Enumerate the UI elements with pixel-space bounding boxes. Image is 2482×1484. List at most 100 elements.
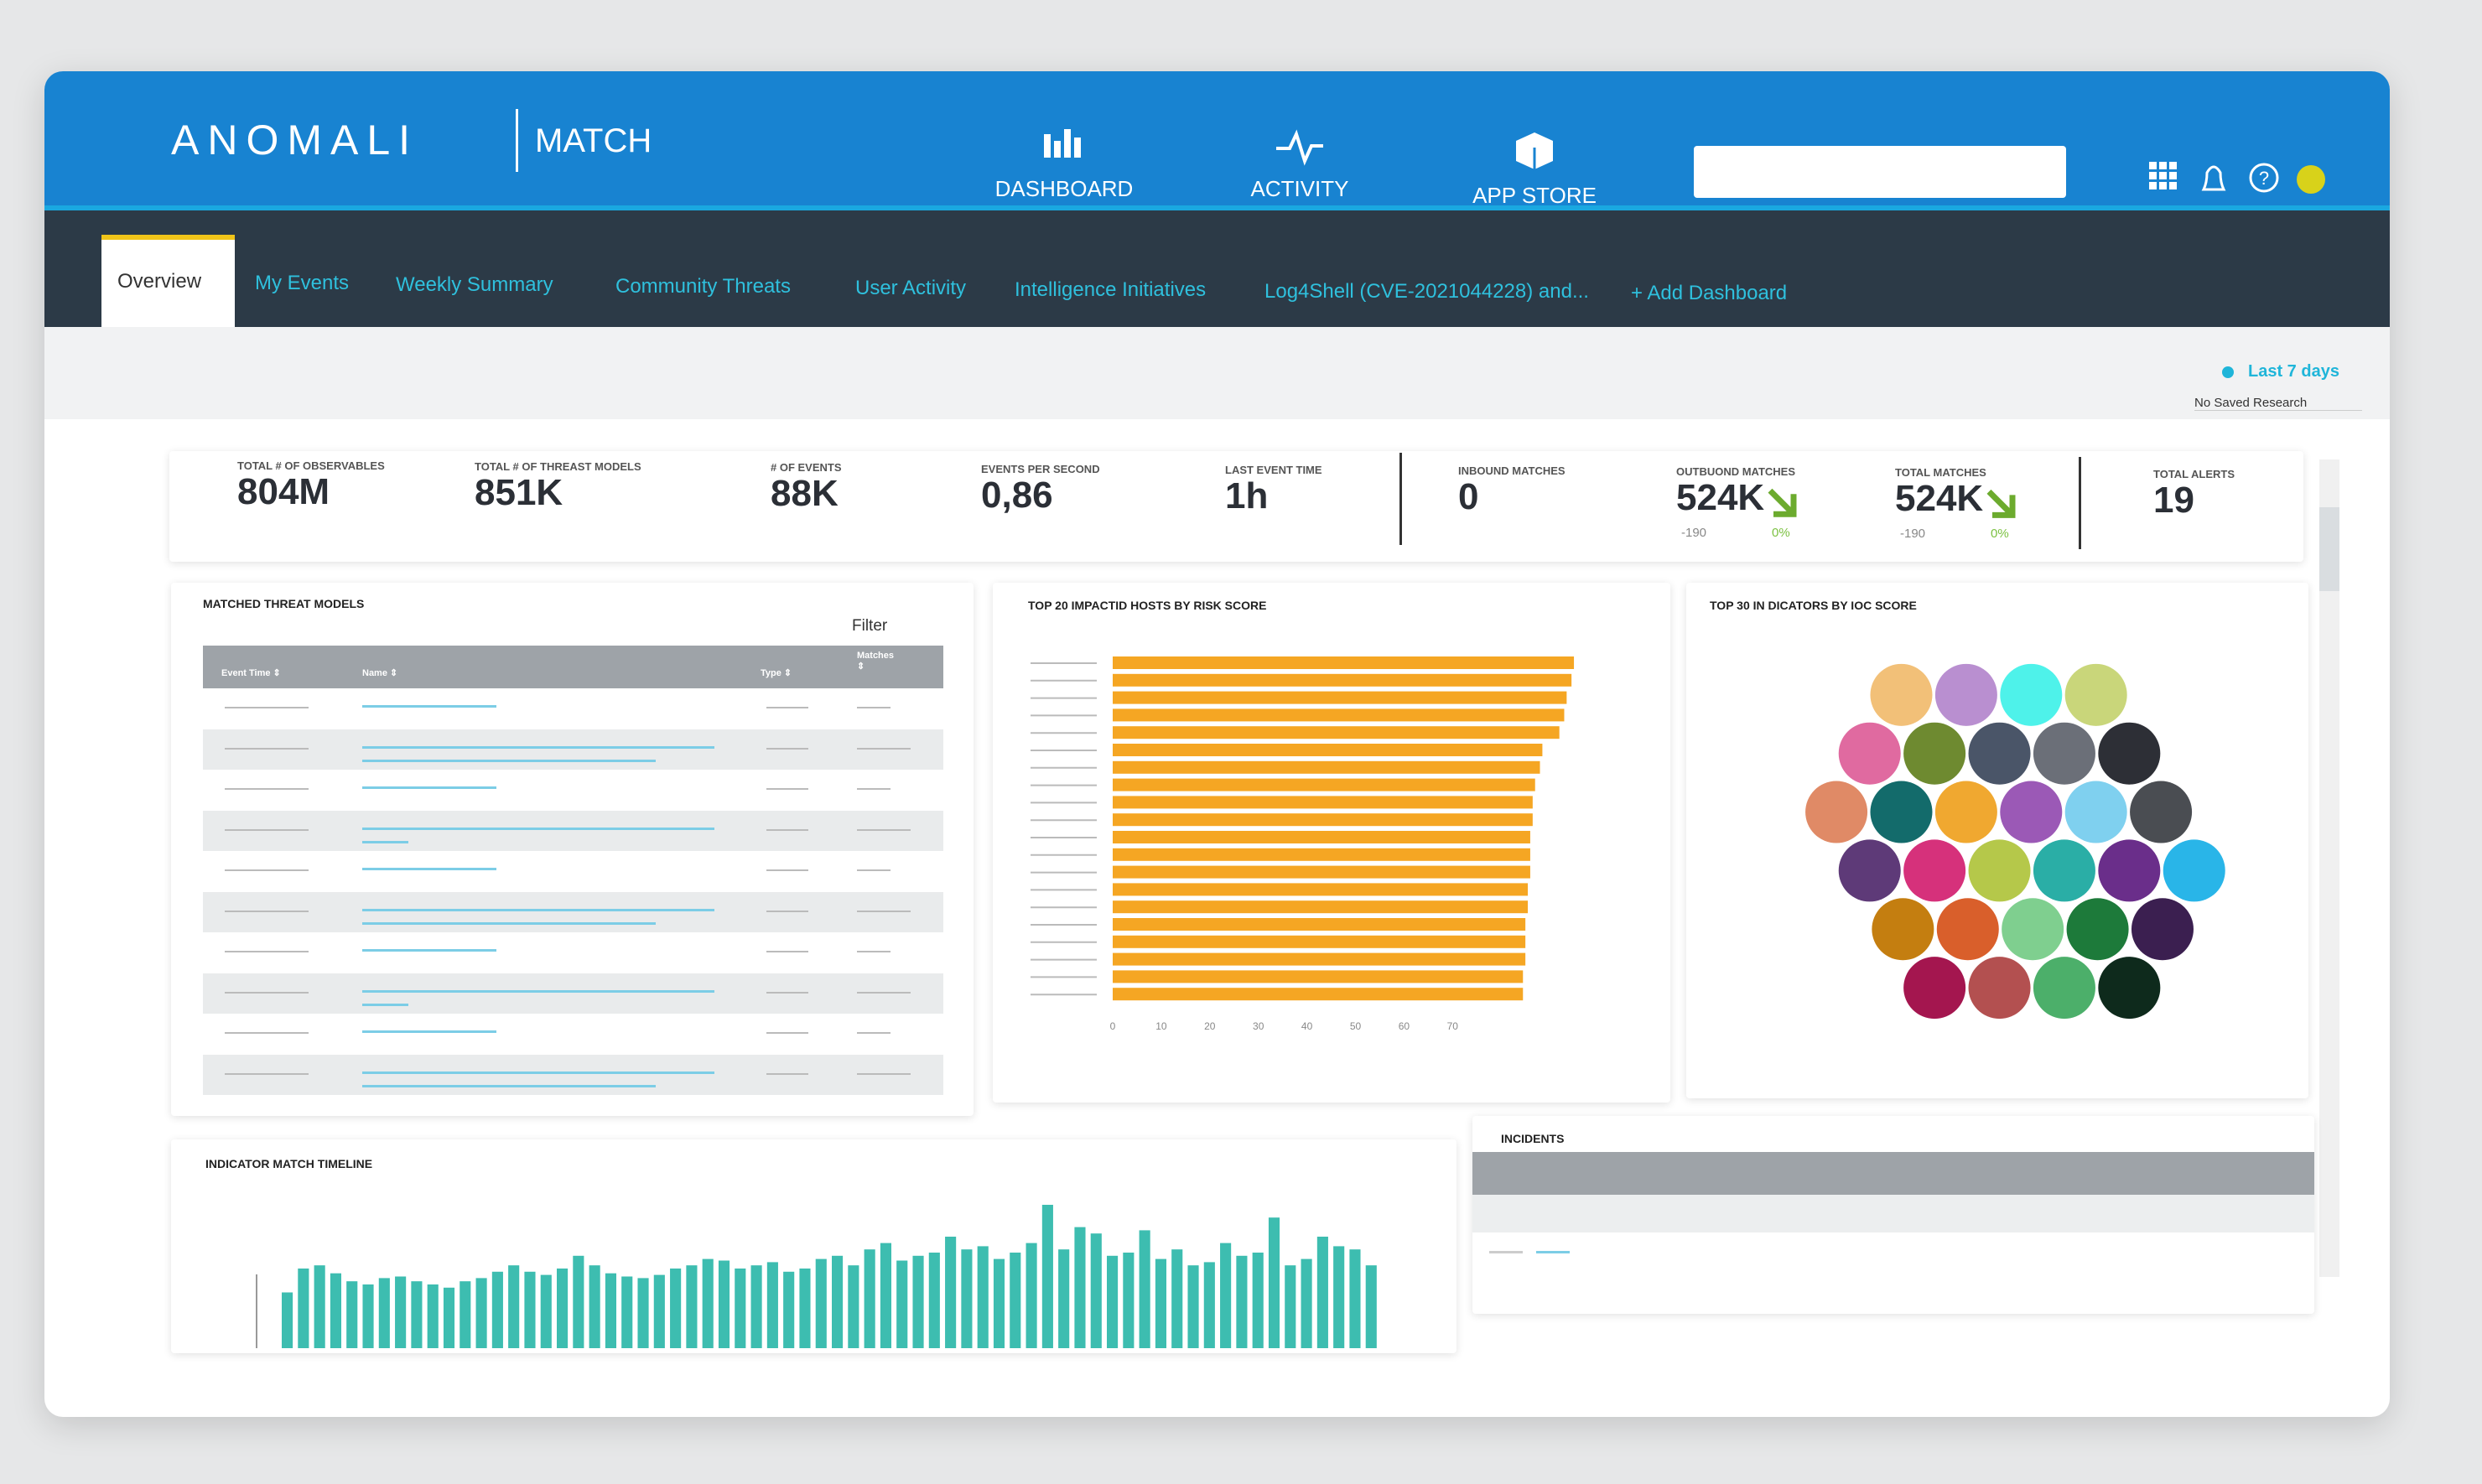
placeholder [225, 991, 309, 994]
placeholder [225, 910, 309, 912]
bar [605, 1273, 617, 1348]
indicator-bubble [2033, 839, 2095, 902]
indicator-bubble [1903, 957, 1966, 1020]
kpi-value: 0,86 [981, 474, 1053, 516]
panel-title: MATCHED THREAT MODELS [203, 597, 365, 610]
kpi-label: LAST EVENT TIME [1225, 463, 1322, 476]
tab[interactable]: Intelligence Initiatives [1015, 278, 1207, 301]
placeholder [857, 707, 891, 708]
bar [783, 1271, 795, 1348]
bar [1203, 1262, 1215, 1348]
placeholder [362, 868, 496, 870]
tab[interactable]: My Events [255, 272, 350, 294]
tab[interactable]: + Add Dashboard [1631, 282, 1788, 304]
indicator-bubble [2098, 722, 2161, 785]
bar [653, 1274, 665, 1348]
indicator-bubble [1870, 663, 1933, 726]
placeholder [225, 869, 309, 871]
placeholder [857, 869, 891, 871]
x-tick-label: 0 [1110, 1020, 1116, 1032]
table-header [203, 646, 943, 688]
bar [735, 1269, 746, 1348]
indicator-bubble [1968, 957, 2031, 1020]
indicator-bubble [2098, 839, 2161, 902]
indicator-bubble [1968, 839, 2031, 902]
bar [864, 1249, 875, 1348]
tab[interactable]: Log4Shell (CVE-2021044228) and... [1264, 280, 1589, 303]
bar [799, 1269, 811, 1348]
bar [1090, 1233, 1102, 1348]
kpi-label: EVENTS PER SECOND [981, 462, 1100, 475]
placeholder [766, 991, 808, 994]
bar [1349, 1249, 1361, 1348]
placeholder [857, 828, 911, 831]
date-range[interactable]: Last 7 days [2248, 362, 2339, 381]
bar [1113, 935, 1526, 948]
placeholder [362, 705, 496, 708]
kpi-change: 0% [1991, 527, 2009, 542]
bar [1316, 1237, 1328, 1348]
kpi-label: OUTBUOND MATCHES [1676, 465, 1796, 479]
bar [1113, 865, 1530, 879]
kpi-value: 804M [237, 471, 330, 512]
tab[interactable]: User Activity [855, 277, 967, 299]
kpi-label: TOTAL ALERTS [2153, 467, 2235, 480]
bar [1113, 848, 1530, 861]
bar [1268, 1217, 1280, 1348]
bar [1113, 691, 1567, 704]
placeholder [766, 747, 808, 750]
bar [750, 1265, 762, 1348]
placeholder [857, 747, 911, 750]
nav-item[interactable]: APP STORE [1472, 183, 1597, 208]
placeholder [766, 828, 808, 831]
incidents-row [1472, 1195, 2314, 1232]
scrollbar[interactable] [2319, 459, 2339, 1277]
tab[interactable]: Community Threats [615, 275, 791, 298]
nav-item[interactable]: ACTIVITY [1250, 176, 1349, 201]
scroll-thumb[interactable] [2319, 507, 2339, 591]
placeholder [362, 908, 714, 911]
saved-research[interactable]: No Saved Research [2194, 396, 2362, 411]
placeholder [362, 949, 496, 952]
nav-item[interactable]: DASHBOARD [994, 176, 1134, 201]
tab[interactable]: Weekly Summary [396, 273, 553, 296]
bar [1074, 1227, 1086, 1348]
bar [832, 1255, 844, 1348]
trend-arrow [1768, 488, 1797, 517]
placeholder [362, 827, 714, 830]
bar [460, 1281, 471, 1348]
active-tab[interactable] [101, 235, 235, 332]
kpi-label: # OF EVENTS [771, 461, 842, 475]
indicator-bubble [1968, 722, 2031, 785]
placeholder [857, 788, 891, 790]
kpi-label: TOTAL # OF OBSERVABLES [237, 459, 385, 472]
bar [686, 1265, 698, 1348]
tab[interactable]: Overview [117, 270, 202, 293]
placeholder [362, 1071, 714, 1074]
filter-button[interactable]: Filter [852, 617, 888, 635]
bar [378, 1278, 390, 1348]
indicator-bubble [1870, 781, 1933, 843]
placeholder [766, 869, 808, 871]
bar [880, 1243, 892, 1348]
indicator-bubble [2002, 898, 2064, 961]
indicator-bubble [1805, 781, 1868, 843]
placeholder [1536, 1251, 1570, 1253]
table-row [203, 1054, 943, 1095]
bar [1113, 952, 1526, 966]
placeholder [857, 1072, 911, 1075]
bar [395, 1276, 407, 1348]
bar [1113, 900, 1529, 914]
table-row [203, 891, 943, 932]
placeholder [362, 745, 714, 749]
threat-table: Event Time ⇕ Name ⇕ Type ⇕ Matches ⇕ [203, 646, 943, 1098]
bar [993, 1258, 1005, 1348]
placeholder [225, 828, 309, 831]
kpi-value: 524K [1676, 477, 1765, 519]
table-row [203, 1014, 943, 1054]
indicator-bubble [2000, 781, 2063, 843]
search-box[interactable] [1694, 146, 2066, 198]
kpi-divider [1399, 453, 1402, 545]
kpi-label: INBOUND MATCHES [1458, 464, 1566, 477]
x-tick-label: 30 [1253, 1020, 1264, 1032]
